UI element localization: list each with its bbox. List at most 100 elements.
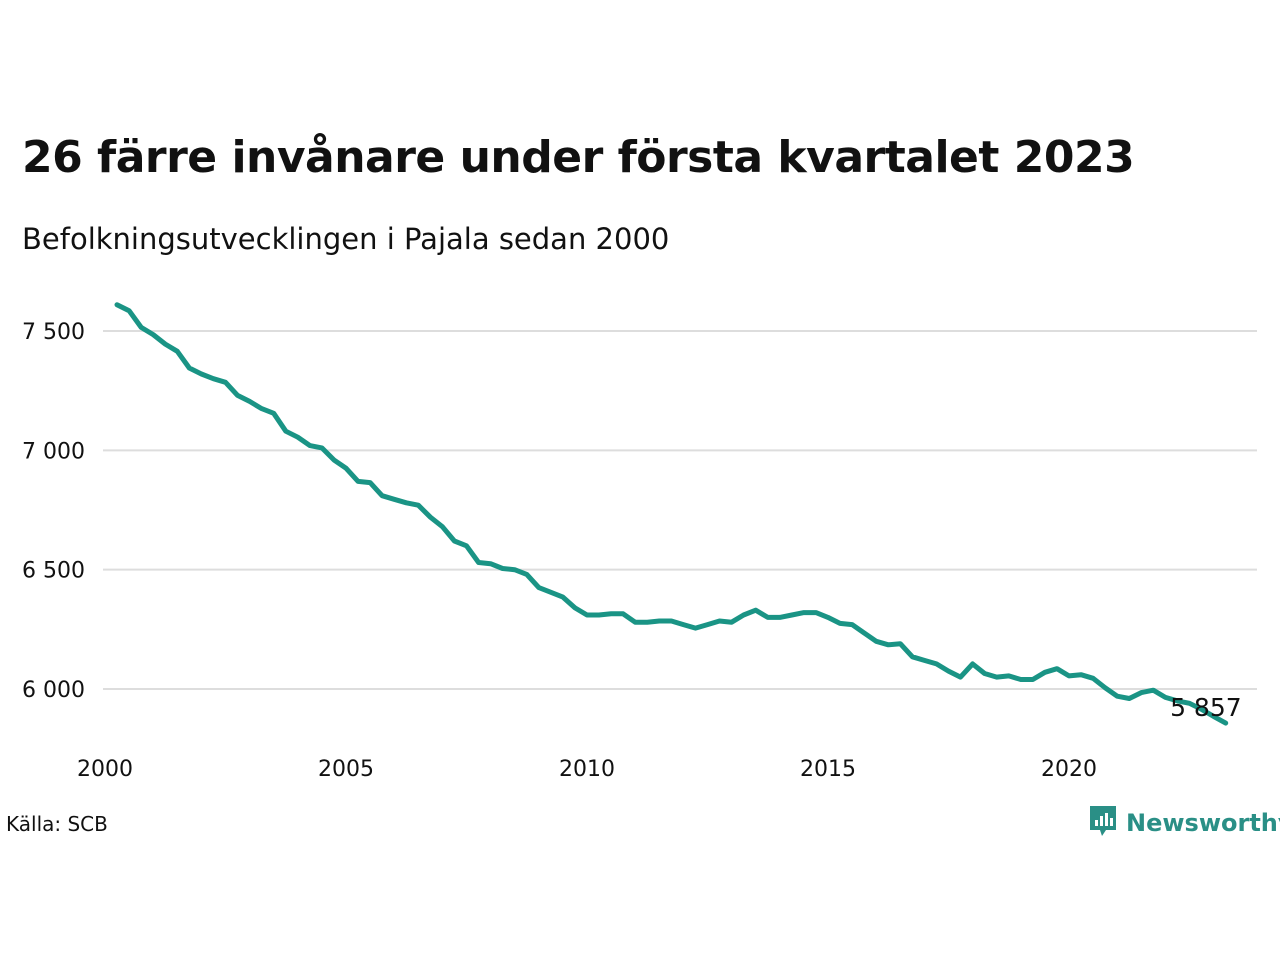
x-tick-label: 2005 <box>318 757 374 782</box>
line-chart: 6 000 6 500 7 000 7 500 2000 2005 2010 2015 202… <box>22 302 1257 782</box>
data-point <box>1042 670 1047 675</box>
data-point <box>838 621 843 626</box>
data-point <box>307 443 312 448</box>
y-tick-label: 6 500 <box>22 559 85 584</box>
data-point <box>211 376 216 381</box>
grid-lines <box>103 330 1257 690</box>
data-point <box>1091 676 1096 681</box>
data-point <box>789 613 794 618</box>
chart-subtitle: Befolkningsutvecklingen i Pajala sedan 2… <box>22 222 670 256</box>
data-point <box>862 630 867 635</box>
data-point <box>705 622 710 627</box>
data-point <box>512 567 517 572</box>
data-point <box>416 503 421 508</box>
data-point <box>982 671 987 676</box>
data-point <box>175 349 180 354</box>
y-axis-tick-labels: 6 000 6 500 7 000 7 500 <box>22 320 85 703</box>
data-point <box>934 661 939 666</box>
data-point <box>946 669 951 674</box>
data-point <box>970 661 975 666</box>
source-note: Källa: SCB <box>6 812 108 836</box>
data-point <box>572 605 577 610</box>
y-tick-label: 6 000 <box>22 678 85 703</box>
data-point <box>536 585 541 590</box>
data-point <box>1030 677 1035 682</box>
end-value-label: 5 857 <box>1170 693 1242 722</box>
data-point <box>657 618 662 623</box>
data-point <box>295 435 300 440</box>
data-point <box>1079 672 1084 677</box>
data-point <box>524 572 529 577</box>
data-point <box>1103 685 1108 690</box>
data-point <box>1054 666 1059 671</box>
data-point <box>1139 690 1144 695</box>
data-point <box>850 622 855 627</box>
data-point <box>464 543 469 548</box>
data-point <box>476 560 481 565</box>
data-point <box>1151 688 1156 693</box>
data-point <box>717 618 722 623</box>
data-point <box>500 566 505 571</box>
chart-title: 26 färre invånare under första kvartalet… <box>22 132 1135 183</box>
data-point <box>560 595 565 600</box>
data-point <box>356 479 361 484</box>
data-point <box>331 457 336 462</box>
data-point <box>283 429 288 434</box>
series-line <box>114 302 1229 726</box>
data-point <box>1018 677 1023 682</box>
data-point <box>645 620 650 625</box>
data-point <box>1006 673 1011 678</box>
x-tick-label: 2010 <box>559 757 615 782</box>
data-point <box>1127 696 1132 701</box>
data-point <box>368 480 373 485</box>
data-point <box>380 493 385 498</box>
y-tick-label: 7 500 <box>22 320 85 345</box>
data-point <box>488 561 493 566</box>
newsworthy-logo-icon <box>1088 804 1118 842</box>
data-point <box>922 658 927 663</box>
data-point <box>319 445 324 450</box>
data-point <box>404 500 409 505</box>
data-point <box>151 332 156 337</box>
data-point <box>669 618 674 623</box>
data-point <box>633 620 638 625</box>
data-point <box>910 654 915 659</box>
y-tick-label: 7 000 <box>22 439 85 464</box>
data-point <box>874 639 879 644</box>
data-point <box>813 610 818 615</box>
data-point <box>693 626 698 631</box>
data-point <box>139 325 144 330</box>
data-point <box>729 620 734 625</box>
data-point <box>886 642 891 647</box>
annotation-layer: 5 857 <box>1170 693 1242 722</box>
data-point <box>235 393 240 398</box>
data-point <box>223 380 228 385</box>
data-point <box>621 611 626 616</box>
data-point <box>259 406 264 411</box>
data-point <box>271 411 276 416</box>
data-point <box>753 608 758 613</box>
data-point <box>1163 695 1168 700</box>
data-point <box>801 610 806 615</box>
data-point <box>597 613 602 618</box>
data-point <box>199 371 204 376</box>
x-tick-label: 2015 <box>800 757 856 782</box>
data-point <box>1115 694 1120 699</box>
x-tick-label: 2000 <box>77 757 133 782</box>
brand-name: Newsworthy <box>1126 809 1280 837</box>
data-point <box>440 524 445 529</box>
data-point <box>777 615 782 620</box>
data-point <box>392 497 397 502</box>
x-axis-tick-labels: 2000 2005 2010 2015 2020 <box>77 757 1097 782</box>
data-point <box>994 675 999 680</box>
data-point <box>681 622 686 627</box>
data-point <box>163 342 168 347</box>
data-point <box>609 611 614 616</box>
x-tick-label: 2020 <box>1041 757 1097 782</box>
data-point <box>958 675 963 680</box>
brand-logo[interactable]: Newsworthy <box>1088 804 1280 842</box>
data-point <box>741 613 746 618</box>
data-point <box>115 302 120 307</box>
data-point <box>826 615 831 620</box>
data-point <box>127 308 132 313</box>
